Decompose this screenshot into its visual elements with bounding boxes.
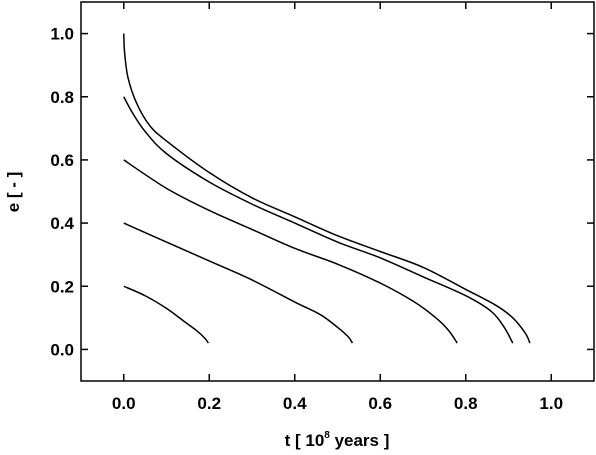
y-tick-label: 0.8	[50, 88, 74, 107]
y-tick-label: 0.4	[50, 214, 74, 233]
y-tick-label: 0.2	[50, 277, 74, 296]
x-tick-label: 0.6	[368, 394, 392, 413]
series-group	[123, 33, 531, 344]
x-axis-label: t [ 108 years ]	[285, 430, 390, 450]
x-axis-label-suffix: years ]	[330, 431, 390, 450]
series-line-1	[123, 285, 210, 344]
y-tick-label: 1.0	[50, 25, 74, 44]
x-tick-label: 1.0	[539, 394, 563, 413]
y-tick-label: 0.6	[50, 151, 74, 170]
x-tick-label: 0.2	[197, 394, 221, 413]
series-line-4	[123, 96, 514, 344]
series-line-3	[123, 159, 458, 344]
x-tick-label: 0.8	[454, 394, 478, 413]
y-axis-label: e [ - ]	[4, 172, 23, 213]
x-axis-label-prefix: t [ 10	[285, 431, 325, 450]
x-tick-label: 0.4	[283, 394, 307, 413]
y-tick-label: 0.0	[50, 340, 74, 359]
plot-frame	[80, 1, 595, 382]
series-line-2	[123, 222, 354, 344]
ticks: 0.0 0.2 0.4 0.6 0.8 1.0 0.0 0.2 0.4 0.6 0.8 1.0	[50, 2, 594, 413]
x-axis-label-sup: 8	[324, 430, 330, 441]
x-tick-label: 0.0	[112, 394, 136, 413]
series-line-5	[123, 33, 531, 344]
